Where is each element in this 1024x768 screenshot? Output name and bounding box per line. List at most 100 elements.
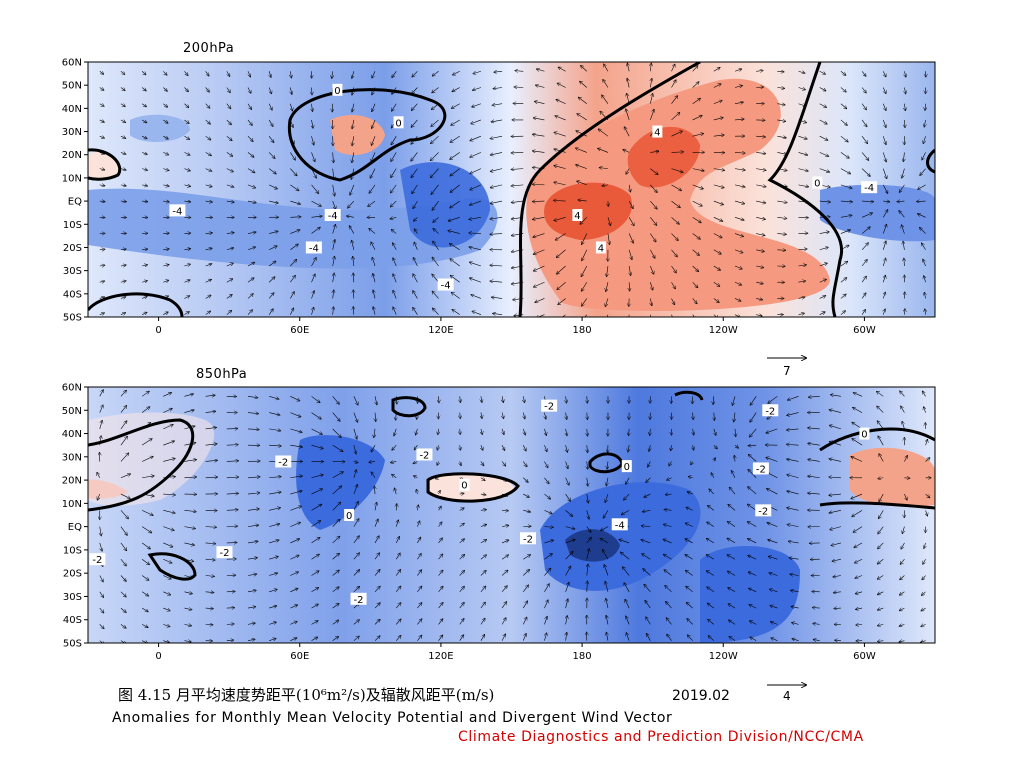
wind-vector	[577, 114, 587, 121]
wind-vector	[141, 558, 149, 564]
wind-vector	[184, 169, 190, 171]
wind-vector	[371, 445, 376, 452]
wind-vector	[412, 87, 418, 94]
wind-vector	[629, 265, 631, 275]
wind-vector	[756, 282, 763, 283]
wind-vector	[311, 621, 318, 625]
wind-vector	[882, 136, 886, 144]
wind-vector	[925, 103, 926, 110]
wind-vector	[713, 184, 724, 188]
wind-vector	[650, 265, 653, 274]
wind-vector	[582, 298, 588, 305]
zero-contour-atlantic	[88, 418, 195, 512]
wind-vector	[374, 636, 380, 641]
wind-vector	[248, 71, 250, 77]
wind-vector	[333, 307, 334, 315]
wind-vector	[515, 71, 524, 72]
wind-vector	[734, 152, 745, 153]
wind-vector	[163, 136, 168, 139]
wind-vector	[861, 227, 870, 234]
wind-vector	[184, 135, 189, 139]
contour-label: -2	[756, 464, 766, 475]
wind-vector	[580, 217, 588, 224]
wind-vector	[269, 589, 277, 593]
wind-vector	[523, 412, 525, 419]
wind-vector	[473, 70, 482, 73]
wind-vector	[353, 587, 360, 593]
wind-vector	[713, 233, 722, 238]
contour-label: -2	[523, 534, 533, 545]
wind-vector	[311, 637, 318, 641]
wind-vector	[163, 280, 168, 282]
wind-vector	[433, 241, 439, 250]
contour-label-box	[595, 241, 606, 254]
y-tick-label: 40N	[62, 429, 82, 440]
wind-vector	[923, 136, 925, 143]
wind-vector	[453, 71, 460, 75]
wind-vector	[347, 216, 354, 217]
wind-vector	[311, 258, 317, 267]
wind-vector	[819, 247, 828, 251]
wind-vector	[903, 152, 904, 161]
wind-vector	[470, 152, 482, 157]
contour-label: 0	[395, 118, 401, 129]
wind-vector	[120, 136, 126, 138]
wind-vector	[452, 309, 460, 315]
wind-vector	[247, 525, 259, 527]
wind-vector	[544, 477, 549, 484]
caption-date: 2019.02	[672, 688, 730, 704]
wind-vector	[290, 136, 294, 143]
wind-vector	[557, 265, 566, 274]
wind-vector	[565, 582, 569, 592]
contour-label: -2	[219, 548, 229, 559]
wind-vector	[391, 200, 397, 207]
wind-vector	[883, 275, 885, 283]
wind-vector	[184, 312, 189, 315]
wind-vector	[205, 135, 211, 140]
strongest-negative-core	[565, 529, 620, 562]
x-tick-label: 60E	[290, 651, 309, 662]
wind-vector	[756, 185, 766, 187]
wind-vector	[671, 200, 680, 208]
wind-vector	[163, 441, 174, 446]
wind-vector	[713, 135, 724, 136]
wind-vector	[374, 519, 378, 527]
wind-vector	[629, 428, 630, 436]
wind-vector	[269, 508, 280, 511]
wind-vector	[918, 184, 926, 189]
wind-vector	[352, 103, 354, 112]
wind-vector	[100, 436, 101, 446]
wind-vector	[142, 185, 147, 186]
wind-vector	[431, 184, 439, 194]
wind-vector	[413, 274, 418, 283]
wind-vector	[353, 461, 358, 462]
wind-vector	[205, 152, 212, 155]
wind-vector	[353, 307, 354, 315]
wind-vector	[269, 524, 279, 527]
wind-vector	[532, 184, 545, 185]
wind-vector	[576, 131, 587, 137]
wind-vector	[756, 71, 763, 72]
wind-vector	[586, 537, 591, 544]
wind-vector	[99, 591, 104, 597]
wind-vector	[692, 282, 698, 287]
wind-vector	[511, 265, 524, 268]
wind-vector	[163, 152, 168, 154]
wind-vector	[582, 233, 588, 245]
wind-vector	[247, 232, 256, 233]
wind-vector	[819, 263, 827, 267]
wind-vector	[650, 168, 658, 175]
wind-vector	[391, 136, 397, 144]
wind-vector	[883, 201, 889, 202]
wind-vector	[268, 168, 276, 174]
zero-contour-west	[518, 62, 701, 317]
wind-vector	[99, 313, 105, 315]
wind-vector	[491, 297, 503, 298]
wind-vector	[120, 313, 126, 315]
wind-vector	[395, 636, 401, 641]
panel-title-850hpa: 850hPa	[196, 367, 247, 382]
wind-vector	[840, 245, 849, 251]
wind-vector	[514, 315, 524, 316]
wind-vector	[565, 540, 575, 544]
wind-vector	[247, 574, 257, 575]
